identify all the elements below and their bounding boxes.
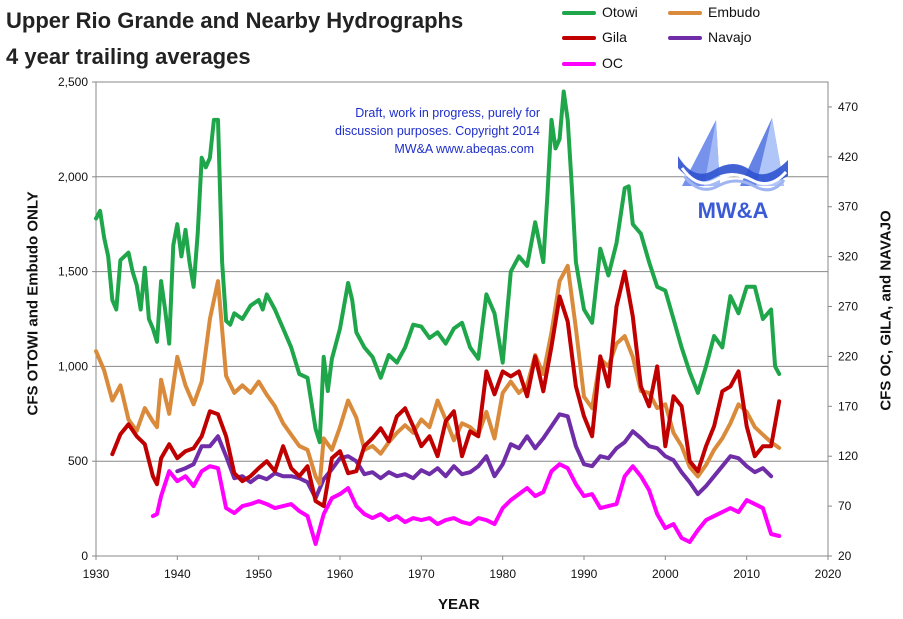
draft-note-line: MW&A www.abeqas.com bbox=[394, 142, 534, 156]
legend-swatch-embudo bbox=[668, 11, 702, 16]
legend-label-embudo: Embudo bbox=[708, 4, 761, 20]
legend-label-oc: OC bbox=[602, 55, 623, 71]
x-tick-label: 1930 bbox=[83, 567, 110, 581]
y-tick-label-right: 70 bbox=[838, 499, 852, 513]
x-tick-label: 2020 bbox=[815, 567, 842, 581]
mwa-logo: MW&A bbox=[676, 116, 790, 224]
y-tick-label-left: 0 bbox=[81, 549, 88, 563]
y-tick-label-right: 120 bbox=[838, 449, 858, 463]
y-tick-label-left: 2,500 bbox=[58, 75, 88, 89]
legend-item-navajo: Navajo bbox=[668, 29, 752, 45]
series-lines bbox=[94, 89, 782, 546]
y-tick-label-left: 500 bbox=[68, 454, 88, 468]
x-tick-label: 2010 bbox=[733, 567, 760, 581]
y-tick-label-right: 470 bbox=[838, 100, 858, 114]
legend-label-gila: Gila bbox=[602, 29, 627, 45]
plot-frame bbox=[95, 81, 829, 557]
x-tick-label: 1970 bbox=[408, 567, 435, 581]
legend-item-otowi: Otowi bbox=[562, 4, 638, 20]
series-line-gila bbox=[110, 269, 782, 509]
legend-label-navajo: Navajo bbox=[708, 29, 752, 45]
legend-item-embudo: Embudo bbox=[668, 4, 760, 20]
y-tick-label-right: 370 bbox=[838, 200, 858, 214]
legend-label-otowi: Otowi bbox=[602, 4, 638, 20]
y-tick-label-right: 420 bbox=[838, 150, 858, 164]
y-tick-label-right: 320 bbox=[838, 250, 858, 264]
x-tick-label: 1980 bbox=[489, 567, 516, 581]
y-tick-label-right: 220 bbox=[838, 349, 858, 363]
chart-title: Upper Rio Grande and Nearby Hydrographs bbox=[6, 8, 464, 33]
legend-item-gila: Gila bbox=[562, 29, 627, 45]
legend-swatch-gila bbox=[562, 36, 596, 41]
draft-note-line: discussion purposes. Copyright 2014 bbox=[335, 124, 540, 138]
x-tick-label: 1990 bbox=[571, 567, 598, 581]
legend-item-oc: OC bbox=[562, 55, 623, 71]
y-tick-label-right: 270 bbox=[838, 300, 858, 314]
series-line-otowi bbox=[94, 89, 782, 445]
axes: 0 500 1,000 1,500 2,000 2,500 20 70 120 170 220 270… bbox=[58, 75, 858, 581]
series-line-oc bbox=[150, 462, 782, 546]
x-tick-label: 1950 bbox=[245, 567, 272, 581]
y-axis-label-left: CFS OTOWI and Embudo ONLY bbox=[24, 191, 42, 416]
draft-note-line: Draft, work in progress, purely for bbox=[355, 106, 540, 120]
series-line-navajo bbox=[175, 412, 774, 501]
legend-swatch-oc bbox=[562, 62, 596, 67]
y-tick-label-right: 170 bbox=[838, 399, 858, 413]
x-tick-label: 1940 bbox=[164, 567, 191, 581]
legend-swatch-navajo bbox=[668, 36, 702, 41]
y-tick-label-right: 20 bbox=[838, 549, 852, 563]
logo-text: MW&A bbox=[698, 198, 769, 223]
x-axis-label: YEAR bbox=[438, 596, 480, 613]
draft-note: Draft, work in progress, purely for disc… bbox=[290, 104, 540, 158]
x-tick-label: 2000 bbox=[652, 567, 679, 581]
y-tick-label-left: 1,000 bbox=[58, 359, 88, 373]
chart-subtitle: 4 year trailing averages bbox=[6, 44, 251, 69]
legend-swatch-otowi bbox=[562, 11, 596, 16]
mwa-logo-mark: MW&A bbox=[678, 118, 788, 223]
y-tick-label-left: 1,500 bbox=[58, 265, 88, 279]
x-tick-label: 1960 bbox=[327, 567, 354, 581]
y-tick-label-left: 2,000 bbox=[58, 170, 88, 184]
y-axis-label-right: CFS OC, GILA, and NAVAJO bbox=[877, 210, 895, 411]
